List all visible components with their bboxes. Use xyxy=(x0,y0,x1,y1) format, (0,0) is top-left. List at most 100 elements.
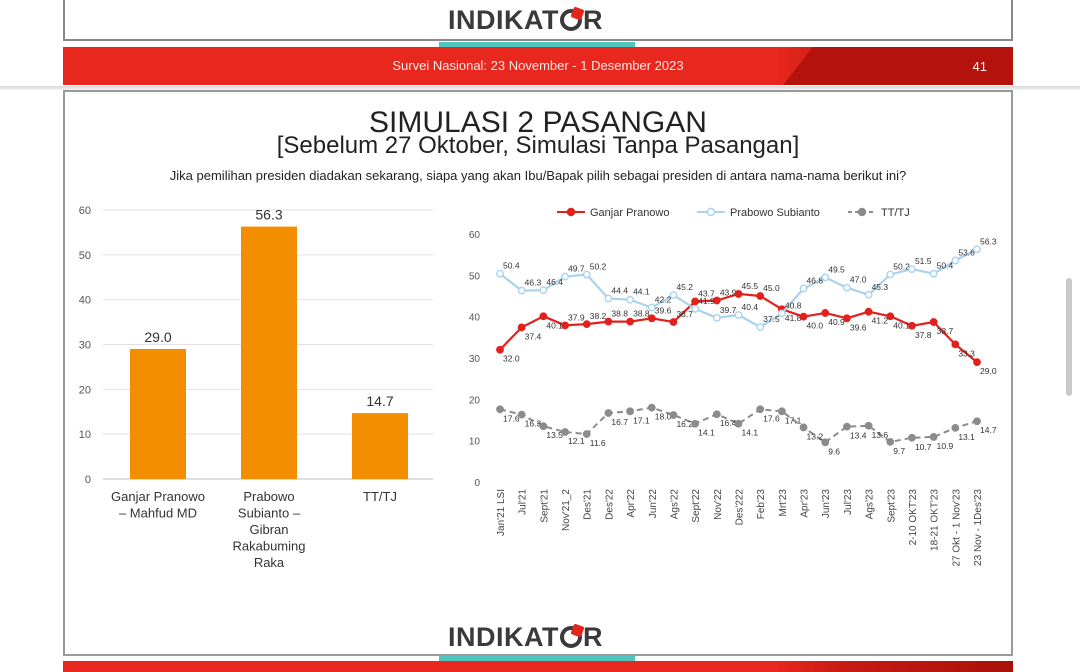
data-label-prabowo: 42.2 xyxy=(655,295,672,305)
line-x-tick-label: Apr'22 xyxy=(626,489,637,518)
point-tt xyxy=(669,411,678,419)
data-label-tt: 17.1 xyxy=(785,415,802,425)
data-label-tt: 13.4 xyxy=(850,431,867,441)
data-label-prabowo: 50.4 xyxy=(503,261,520,271)
point-tt xyxy=(973,417,981,426)
point-ganjar xyxy=(799,312,808,321)
data-label-ganjar: 37.4 xyxy=(525,331,542,341)
point-prabowo xyxy=(756,323,765,331)
line-x-tick-label: Des'21 xyxy=(583,489,594,520)
data-label-prabowo: 37.5 xyxy=(763,314,780,324)
point-prabowo xyxy=(973,245,981,254)
line-x-tick-label: Des'222 xyxy=(735,489,746,526)
point-prabowo xyxy=(821,273,830,282)
line-x-tick-label: 27 Okt - 1 Nov'23 xyxy=(951,489,962,567)
legend-label-prabowo: Prabowo Subianto xyxy=(730,207,820,219)
line-y-tick-label: 50 xyxy=(469,271,481,282)
data-label-prabowo: 45.2 xyxy=(676,282,693,292)
point-prabowo xyxy=(929,269,938,278)
line-x-tick-label: Jun'22 xyxy=(648,489,659,519)
line-y-tick-label: 10 xyxy=(469,437,481,448)
point-ganjar xyxy=(517,323,526,332)
point-ganjar xyxy=(929,318,938,326)
point-tt xyxy=(626,407,634,416)
point-ganjar xyxy=(973,358,981,367)
data-label-tt: 17.6 xyxy=(503,413,520,423)
point-tt xyxy=(517,410,526,419)
data-label-ganjar: 43.7 xyxy=(698,288,715,298)
data-label-ganjar: 38.7 xyxy=(676,309,693,319)
point-tt xyxy=(539,422,548,431)
header-bar-dark-segment xyxy=(783,47,1013,85)
bar-y-tick-label: 60 xyxy=(79,205,91,217)
data-label-tt: 9.7 xyxy=(893,446,905,456)
data-label-prabowo: 44.4 xyxy=(611,285,628,295)
point-tt xyxy=(843,422,851,431)
line-x-tick-label: Jul'21 xyxy=(518,489,529,515)
point-ganjar xyxy=(951,340,960,349)
point-tt xyxy=(691,419,700,428)
bar-category-label: Ganjar Pranowo xyxy=(111,489,205,504)
top-frame xyxy=(63,0,1013,41)
bar-category-label: Subianto – xyxy=(238,506,301,521)
bar-y-tick-label: 20 xyxy=(79,384,91,396)
data-label-prabowo: 53.6 xyxy=(958,247,975,257)
line-y-tick-label: 20 xyxy=(469,395,481,406)
data-label-ganjar: 39.6 xyxy=(850,322,867,332)
data-label-ganjar: 40.9 xyxy=(828,317,845,327)
data-label-prabowo: 47.0 xyxy=(850,275,867,285)
point-ganjar xyxy=(561,321,569,330)
point-tt xyxy=(496,405,504,414)
data-label-prabowo: 46.8 xyxy=(807,276,824,286)
point-ganjar xyxy=(908,321,916,330)
point-prabowo xyxy=(843,283,851,292)
data-label-tt: 14.1 xyxy=(698,428,715,438)
survey-question: Jika pemilihan presiden diadakan sekaran… xyxy=(169,168,907,183)
point-prabowo xyxy=(496,269,504,278)
data-label-ganjar: 29.0 xyxy=(980,366,997,376)
point-prabowo xyxy=(539,286,548,295)
data-label-ganjar: 45.5 xyxy=(742,281,759,291)
indikator-logo-footer: INDIKAT R xyxy=(448,622,603,652)
point-prabowo xyxy=(886,270,895,279)
data-label-tt: 18.0 xyxy=(655,412,672,422)
point-prabowo xyxy=(517,286,526,295)
data-label-prabowo: 44.1 xyxy=(633,287,650,297)
data-label-ganjar: 40.0 xyxy=(807,321,824,331)
point-prabowo xyxy=(604,294,613,303)
point-prabowo xyxy=(777,309,786,318)
data-label-tt: 10.7 xyxy=(915,442,932,452)
scrollbar[interactable] xyxy=(1066,278,1072,396)
point-ganjar xyxy=(647,314,656,323)
line-x-tick-label: Nov'21_2 xyxy=(561,489,572,531)
data-label-ganjar: 37.8 xyxy=(915,330,932,340)
survey-info: Survei Nasional: 23 November - 1 Desembe… xyxy=(392,58,684,73)
data-label-prabowo: 40.4 xyxy=(742,302,759,312)
point-tt xyxy=(799,423,808,432)
point-ganjar xyxy=(582,320,591,329)
data-label-ganjar: 38.8 xyxy=(611,309,628,319)
data-label-prabowo: 45.3 xyxy=(872,282,889,292)
data-label-prabowo: 41.9 xyxy=(698,296,715,306)
point-ganjar xyxy=(864,307,873,316)
data-label-prabowo: 56.3 xyxy=(980,236,997,246)
data-label-tt: 17.6 xyxy=(763,413,780,423)
point-prabowo xyxy=(647,303,656,312)
point-tt xyxy=(886,438,895,446)
bar-value-label: 14.7 xyxy=(366,393,393,409)
bar-category-label: TT/TJ xyxy=(363,489,397,504)
slide-title: SIMULASI 2 PASANGAN xyxy=(369,106,707,139)
line-x-tick-label: 18-21 OKT'23 xyxy=(930,489,941,551)
data-label-prabowo: 46.4 xyxy=(546,277,563,287)
bar-y-tick-label: 30 xyxy=(79,340,91,352)
data-label-tt: 16.7 xyxy=(611,417,628,427)
data-label-ganjar: 41.8 xyxy=(785,313,802,323)
point-tt xyxy=(929,433,938,441)
point-ganjar xyxy=(886,312,895,321)
legend-marker-tt xyxy=(857,207,867,217)
bar-value-label: 29.0 xyxy=(144,329,171,345)
point-prabowo xyxy=(582,270,591,279)
point-ganjar xyxy=(604,317,613,326)
line-x-tick-label: Jul'23 xyxy=(843,489,854,515)
point-ganjar xyxy=(691,297,700,306)
